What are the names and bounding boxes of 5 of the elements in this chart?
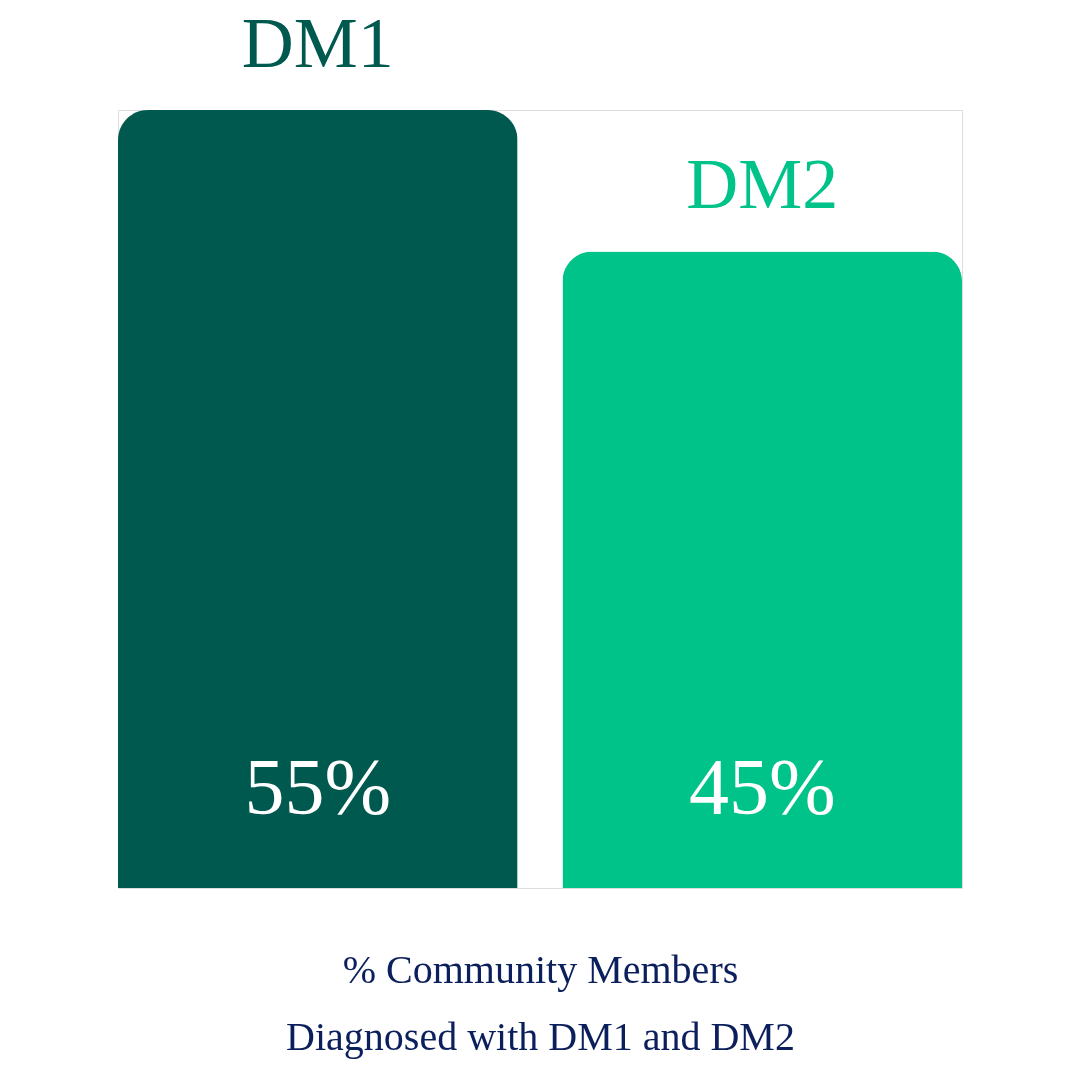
data-label: 45% [688, 743, 836, 831]
data-label: 55% [244, 743, 392, 831]
x-axis-title: % Community Members Diagnosed with DM1 and DM2 [286, 946, 795, 1059]
x-tick-label: DM1 [241, 3, 394, 83]
x-tick-label: DM2 [686, 144, 839, 225]
